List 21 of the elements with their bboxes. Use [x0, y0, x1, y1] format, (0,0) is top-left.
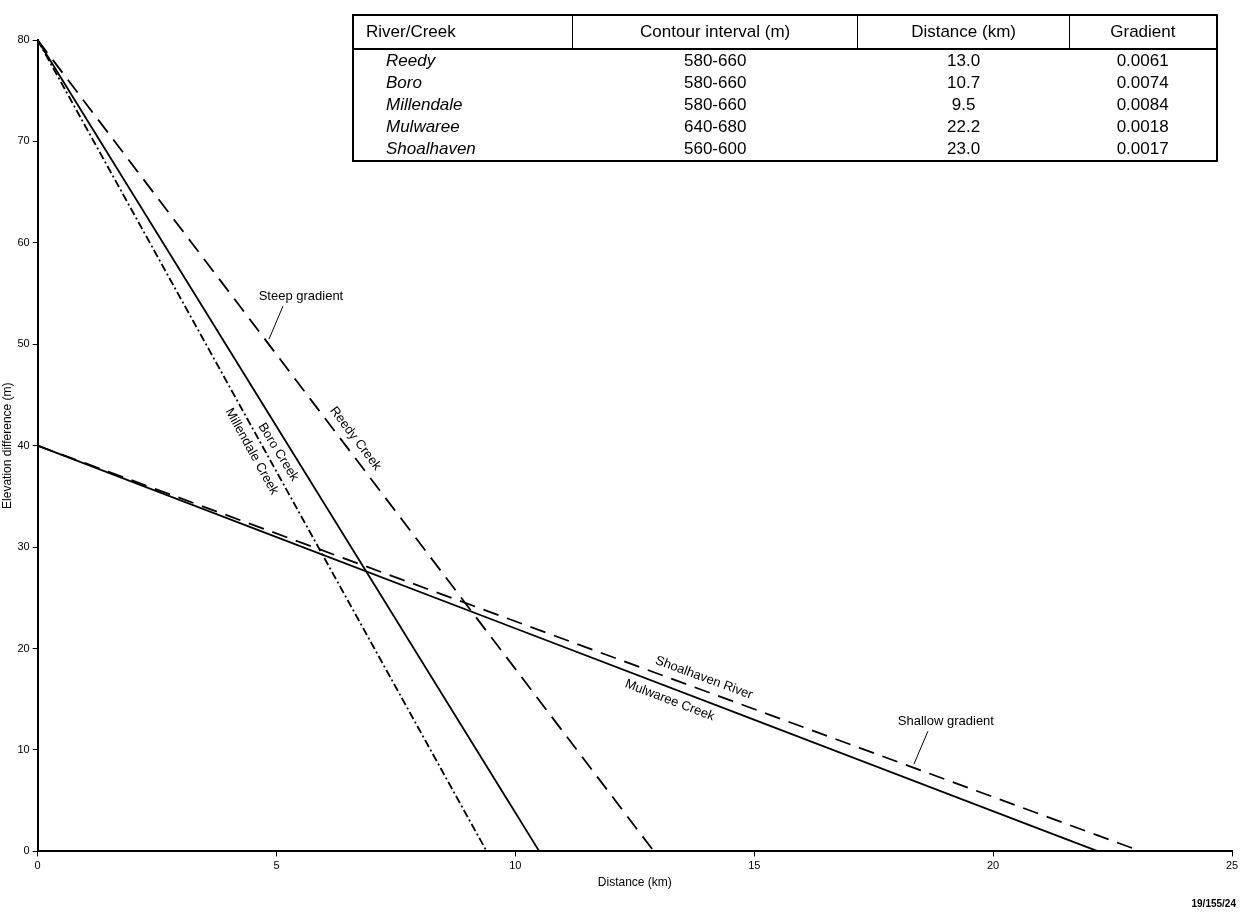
y-axis-title: Elevation difference (m): [0, 382, 14, 509]
x-axis-title: Distance (km): [597, 875, 672, 890]
y-tick-label: 20: [17, 641, 30, 654]
y-tick-label: 60: [17, 235, 30, 248]
x-tick-label: 25: [1225, 859, 1239, 872]
x-tick-label: 15: [748, 859, 761, 872]
y-tick-label: 70: [17, 134, 30, 147]
annotation: Shallow gradient: [897, 712, 995, 728]
y-tick-label: 40: [17, 438, 30, 451]
x-tick-label: 10: [509, 859, 522, 872]
x-tick-label: 20: [987, 859, 1000, 872]
text: 19/155/24: [1191, 898, 1236, 909]
info-table: River/Creek Contour interval (m) Distance (km) Gradient Reedy 580-660 13.0 0.0061 Boro 580-660 10.7 0.0074 Millendale 580-660 9.5 0.0084 Mulwaree 640-680 22.2 0.0018 Shoalhaven 560-600 23.0 0.0017: [352, 14, 1218, 162]
annotation: Steep gradient: [258, 287, 344, 303]
x-tick-label: 0: [34, 859, 41, 872]
y-tick-label: 10: [17, 743, 30, 756]
y-tick-label: 50: [17, 337, 30, 350]
y-tick-label: 30: [17, 540, 30, 553]
x-tick-label: 5: [273, 859, 280, 872]
y-tick-label: 80: [17, 33, 30, 46]
y-tick-label: 0: [23, 844, 30, 857]
